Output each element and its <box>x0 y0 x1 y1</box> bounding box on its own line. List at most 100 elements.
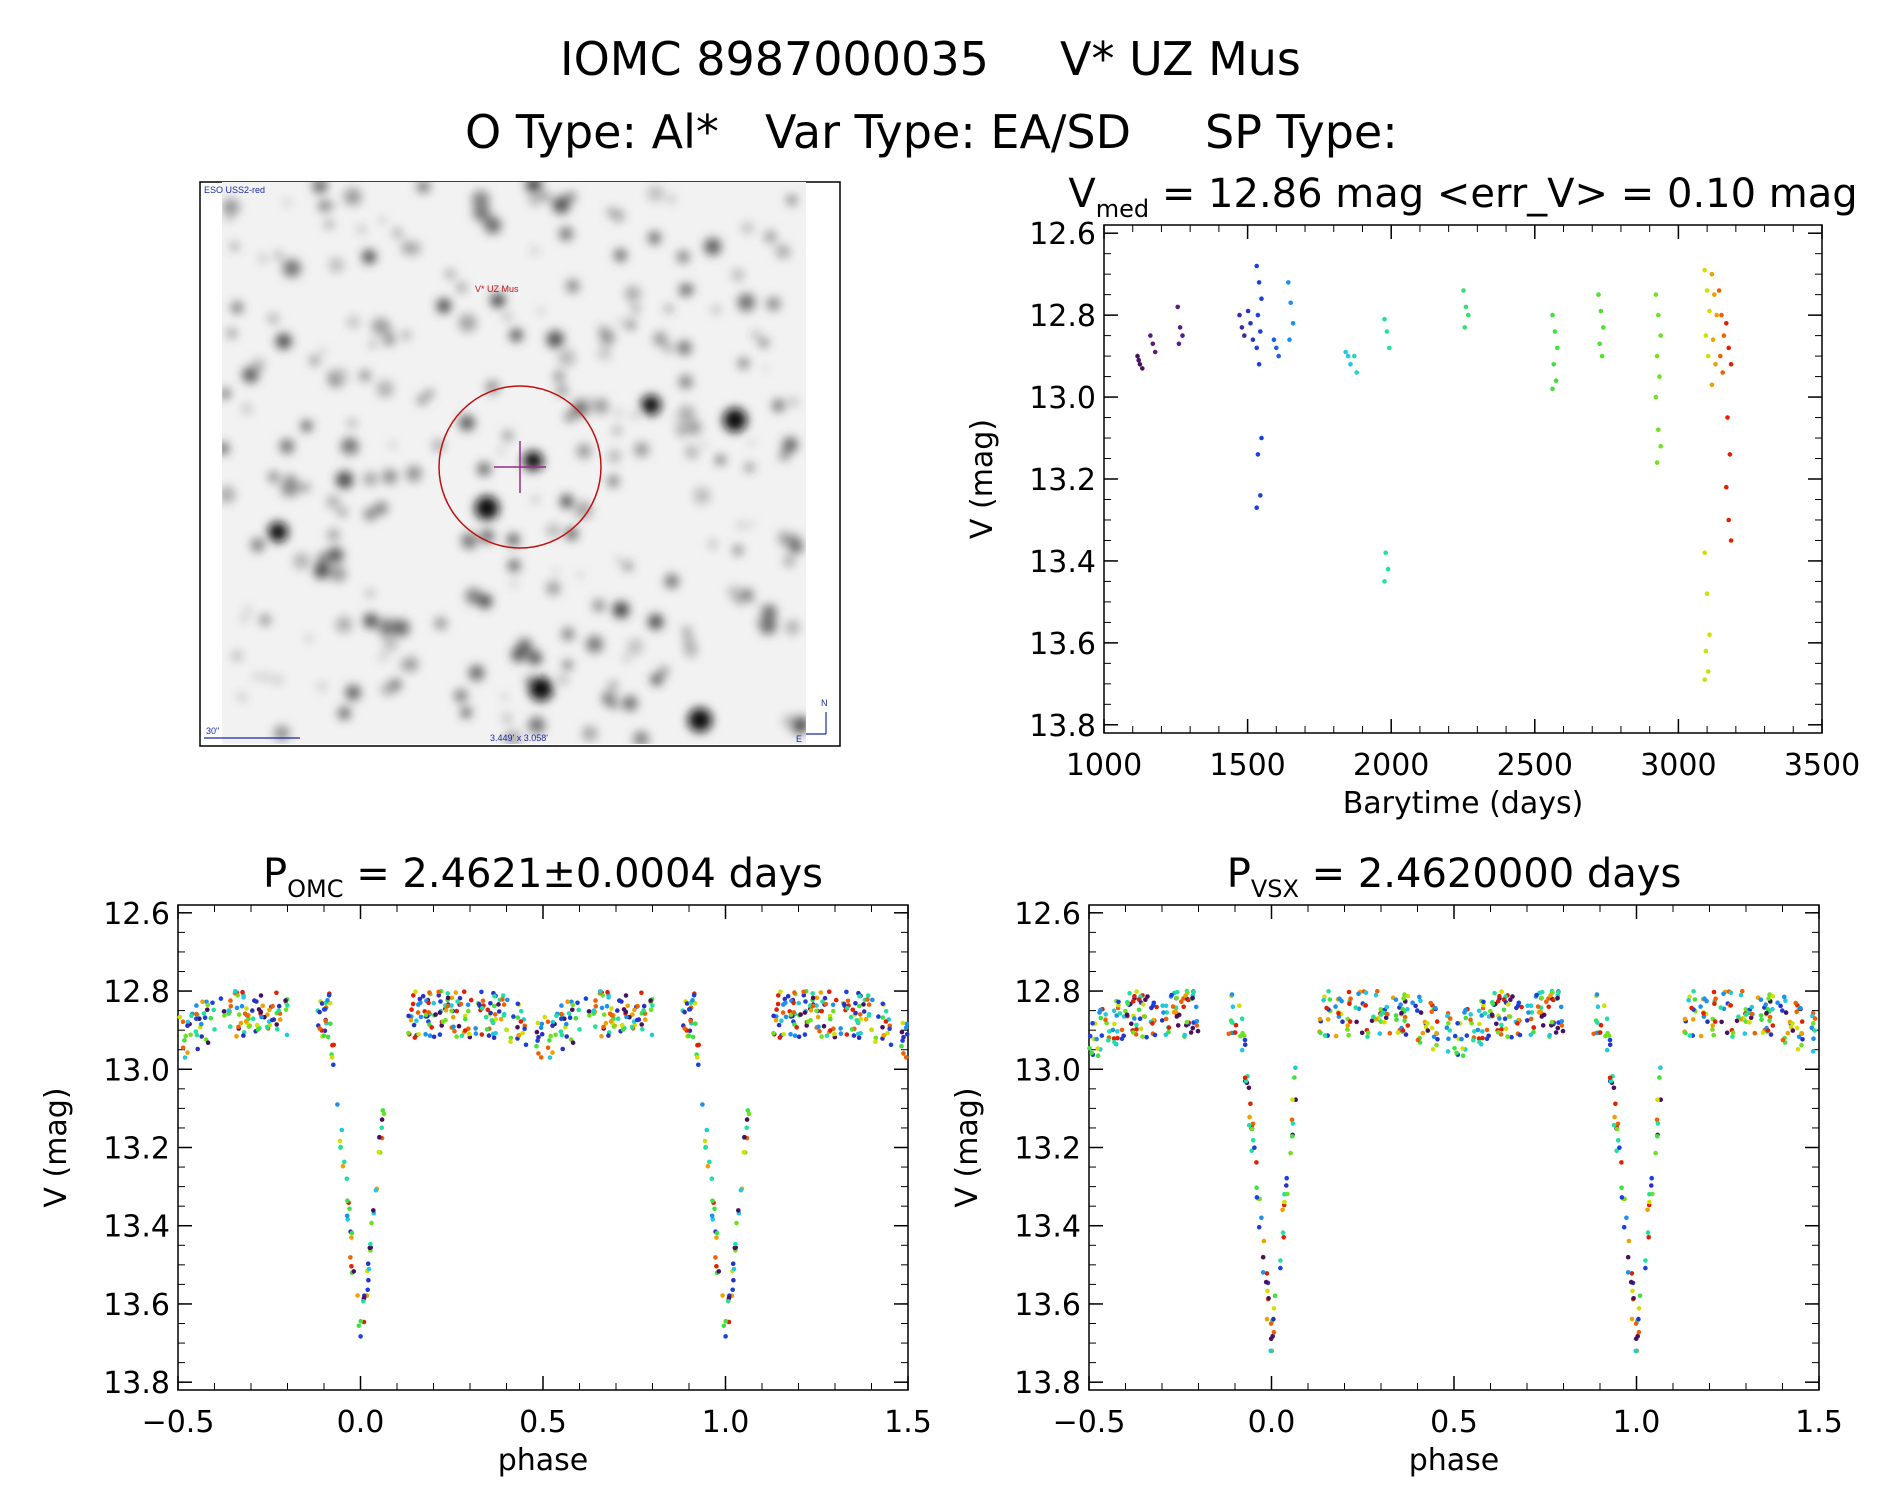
phase-point <box>1237 1003 1242 1008</box>
phase-point <box>1683 1030 1688 1036</box>
phase-point <box>1626 1238 1632 1244</box>
spectral-type: SP Type: <box>1205 105 1398 159</box>
field-star <box>672 417 678 423</box>
y-tick-label: 13.2 <box>1029 463 1096 498</box>
phase-point <box>1460 1046 1465 1051</box>
phase-point <box>1250 1138 1256 1143</box>
phase-point <box>703 1145 708 1150</box>
phase-point <box>1130 999 1136 1004</box>
field-star <box>330 566 346 582</box>
phase-point <box>317 1026 323 1031</box>
phase-vsx-panel: PVSX = 2.4620000 days −0.5 0.0 0.5 1.0 1.5 12.… <box>950 851 1843 1478</box>
field-star <box>538 308 544 315</box>
bright-star <box>523 451 543 471</box>
phase-point <box>700 1102 705 1107</box>
compass-east: E <box>796 734 802 744</box>
field-star <box>566 192 576 201</box>
phase-point <box>348 1255 353 1260</box>
field-star <box>254 674 259 679</box>
phase-point <box>1268 1348 1273 1354</box>
phase-point <box>246 1024 252 1029</box>
phase-point <box>445 995 451 1001</box>
phase-point <box>1260 1254 1266 1260</box>
phase-point <box>1152 1032 1158 1038</box>
phase-point <box>814 995 820 1001</box>
phase-point <box>1353 1005 1358 1010</box>
phase-point <box>781 1032 786 1037</box>
phase-point <box>1559 1019 1565 1024</box>
phase-omc-panel: POMC = 2.4621±0.0004 days −0.5 0.0 0.5 1.0 1.… <box>39 851 932 1478</box>
phase-point <box>1713 996 1718 1001</box>
data-point <box>1466 312 1471 318</box>
phase-point <box>1365 1030 1371 1036</box>
phase-point <box>327 1001 333 1006</box>
field-star <box>318 200 330 212</box>
phase-point <box>873 1035 879 1041</box>
phase-point <box>473 1031 479 1036</box>
phase-point <box>1430 1047 1436 1052</box>
phase-point <box>271 1017 277 1022</box>
phase-point <box>1400 1028 1406 1033</box>
field-star <box>541 192 550 201</box>
phase-point <box>856 1035 862 1041</box>
field-star <box>731 268 745 282</box>
phase-point <box>1515 1021 1520 1026</box>
finder-target-label: V* UZ Mus <box>475 284 519 294</box>
data-point <box>1461 288 1466 293</box>
data-point <box>1550 386 1555 392</box>
phase-point <box>545 1045 551 1050</box>
field-star <box>232 651 243 661</box>
data-point <box>1254 505 1259 511</box>
phase-point <box>456 1023 462 1029</box>
phase-point <box>823 1001 829 1007</box>
phase-point <box>599 1005 605 1011</box>
field-star <box>786 195 797 206</box>
field-star <box>612 426 622 435</box>
field-star <box>454 689 468 703</box>
phase-point <box>241 1033 246 1038</box>
phase-point <box>723 1334 728 1339</box>
phase-point <box>771 1013 776 1019</box>
phase-point <box>1375 988 1380 994</box>
phase-point <box>1418 998 1423 1004</box>
field-star <box>239 694 245 700</box>
phase-point <box>454 1034 459 1039</box>
phase-point <box>515 1001 521 1007</box>
phase-point <box>726 1299 731 1304</box>
y-tick-label: 13.0 <box>1029 381 1096 416</box>
field-star <box>458 314 477 332</box>
phase-point <box>794 1025 799 1030</box>
phase-point <box>1290 1134 1295 1139</box>
phase-point <box>1194 1019 1200 1024</box>
phase-point <box>1278 1258 1283 1263</box>
data-point <box>1704 591 1710 596</box>
phase-point <box>234 1034 239 1039</box>
field-star <box>528 193 541 206</box>
phase-point <box>1698 1004 1703 1009</box>
phase-point <box>194 1003 199 1008</box>
phase-point <box>437 1010 443 1015</box>
phase-point <box>453 990 459 995</box>
phase-point <box>381 1111 387 1117</box>
phase-point <box>838 1026 843 1031</box>
phase-point <box>1645 1207 1650 1213</box>
phase-point <box>323 1018 328 1024</box>
field-star <box>766 297 780 311</box>
data-point <box>1345 353 1351 359</box>
phase-point <box>437 1032 443 1037</box>
phase-point <box>865 993 871 998</box>
phase-point <box>1333 1004 1338 1009</box>
field-star <box>759 338 769 347</box>
phase-point <box>885 1030 890 1036</box>
phase-point <box>244 1006 249 1011</box>
phase-point <box>1175 1023 1181 1028</box>
phase-point <box>1405 993 1411 999</box>
phase-point <box>1687 994 1692 999</box>
phase-point <box>694 1055 700 1060</box>
field-star <box>564 411 576 422</box>
phase-point <box>1810 1049 1816 1054</box>
y-tick-label: 13.0 <box>103 1053 170 1088</box>
phase-point <box>553 1032 558 1038</box>
field-star <box>609 683 618 691</box>
phase-point <box>182 1055 188 1060</box>
